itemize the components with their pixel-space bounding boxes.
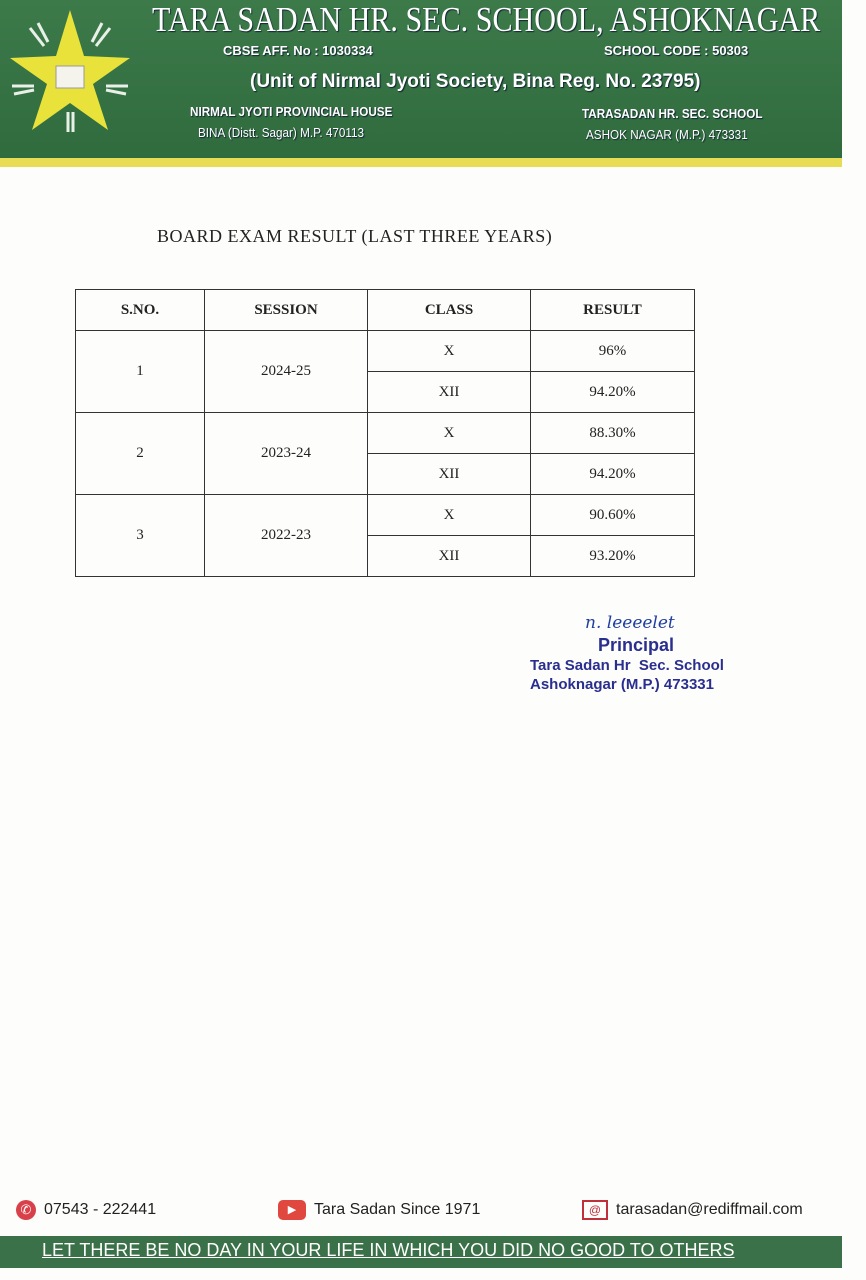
youtube-channel: Tara Sadan Since 1971	[314, 1201, 481, 1218]
header-result: RESULT	[530, 289, 695, 331]
class-cell: X	[367, 494, 531, 536]
phone-number: 07543 - 222441	[44, 1201, 157, 1218]
sno-cell: 1	[75, 330, 205, 413]
principal-stamp: n. leeeelet Principal Tara Sadan Hr Sec.…	[530, 613, 724, 694]
letterhead-stripe	[0, 158, 842, 167]
motto-text: LET THERE BE NO DAY IN YOUR LIFE IN WHIC…	[42, 1240, 735, 1260]
class-cell: XII	[367, 453, 531, 495]
result-cell: 88.30%	[530, 412, 695, 454]
table-row: 3 2022-23 X 90.60%	[75, 494, 695, 577]
society-unit: (Unit of Nirmal Jyoti Society, Bina Reg.…	[250, 71, 701, 92]
session-cell: 2023-24	[204, 412, 368, 495]
right-address-line-1: TARASADAN HR. SEC. SCHOOL	[582, 106, 763, 121]
motto-banner: LET THERE BE NO DAY IN YOUR LIFE IN WHIC…	[0, 1236, 842, 1268]
left-address-line-2: BINA (Distt. Sagar) M.P. 470113	[198, 125, 365, 140]
phone-icon: ✆	[16, 1200, 36, 1220]
stamp-line-address: Ashoknagar (M.P.) 473331	[530, 676, 714, 694]
class-cell: X	[367, 412, 531, 454]
school-name: TARA SADAN HR. SEC. SCHOOL, ASHOKNAGAR	[152, 0, 821, 39]
result-cell: 96%	[530, 330, 695, 372]
class-cell: XII	[367, 371, 531, 413]
result-cell: 94.20%	[530, 453, 695, 495]
header-sno: S.NO.	[75, 289, 205, 331]
stamp-line-school: Tara Sadan Hr Sec. School	[530, 657, 724, 675]
results-table: S.NO. SESSION CLASS RESULT 1 2024-25 X 9…	[75, 289, 695, 577]
email-icon: @	[582, 1200, 608, 1220]
sno-cell: 2	[75, 412, 205, 495]
table-row: XII 94.20%	[76, 371, 695, 413]
result-cell: 93.20%	[530, 535, 695, 577]
header-class: CLASS	[367, 289, 531, 331]
letterhead-banner	[0, 0, 842, 160]
table-header-row: S.NO. SESSION CLASS RESULT	[75, 289, 695, 331]
table-row: 1 2024-25 X 96%	[75, 330, 695, 413]
result-cell: 90.60%	[530, 494, 695, 536]
handwritten-signature: n. leeeelet	[585, 613, 675, 633]
class-cell: X	[367, 330, 531, 372]
footer-email: @ tarasadan@rediffmail.com	[582, 1200, 803, 1220]
footer-phone: ✆ 07543 - 222441	[16, 1200, 156, 1220]
school-code: SCHOOL CODE : 50303	[604, 43, 749, 58]
session-cell: 2024-25	[204, 330, 368, 413]
table-row: 2 2023-24 X 88.30%	[75, 412, 695, 495]
table-row: XII 93.20%	[76, 535, 695, 577]
result-cell: 94.20%	[530, 371, 695, 413]
session-cell: 2022-23	[204, 494, 368, 577]
stamp-line-principal: Principal	[598, 634, 675, 655]
left-address-line-1: NIRMAL JYOTI PROVINCIAL HOUSE	[190, 104, 393, 119]
youtube-icon: ▶	[278, 1200, 306, 1220]
document-title: BOARD EXAM RESULT (LAST THREE YEARS)	[157, 226, 553, 246]
cbse-affiliation: CBSE AFF. No : 1030334	[223, 43, 373, 58]
class-cell: XII	[367, 535, 531, 577]
right-address-line-2: ASHOK NAGAR (M.P.) 473331	[586, 127, 748, 142]
school-star-logo	[10, 10, 130, 132]
header-session: SESSION	[204, 289, 368, 331]
sno-cell: 3	[75, 494, 205, 577]
footer-youtube: ▶ Tara Sadan Since 1971	[278, 1200, 480, 1220]
email-address: tarasadan@rediffmail.com	[616, 1201, 803, 1218]
